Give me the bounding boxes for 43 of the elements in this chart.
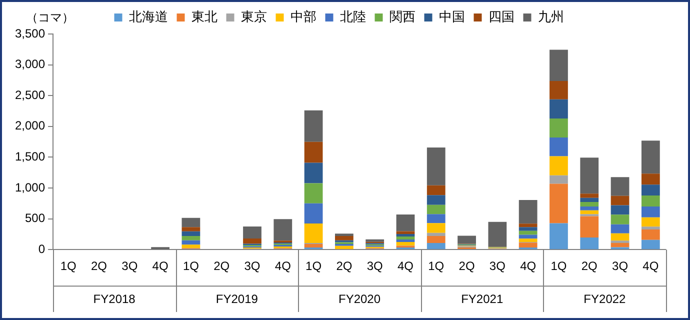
x-tick-label: 1Q (428, 259, 444, 274)
legend-label: 中国 (438, 9, 465, 24)
y-tick-label: 3,500 (15, 26, 46, 40)
y-tick-label: 2,500 (15, 88, 46, 102)
text: FY2022 (584, 292, 626, 306)
y-tick-label: 2,000 (15, 118, 46, 133)
legend-label: 四国 (488, 9, 514, 24)
y-tick-label: 3,000 (15, 57, 46, 72)
text: FY2018 (93, 292, 136, 306)
legend-label: 東京 (240, 9, 267, 24)
x-tick-label: 2Q (214, 259, 230, 274)
x-tick-label: 3Q (122, 259, 138, 274)
x-tick-label: 2Q (90, 259, 108, 274)
y-tick-label: 1,000 (15, 180, 46, 194)
y-axis-title: （コマ） (26, 10, 74, 24)
x-tick-label: 3Q (489, 259, 506, 274)
text: FY2019 (216, 292, 258, 306)
legend-label: 北海道 (128, 9, 168, 24)
legend-label: 中部 (290, 9, 316, 24)
legend-label: 北陸 (340, 9, 366, 24)
x-tick-label: 3Q (244, 259, 260, 274)
x-tick-label: 1Q (60, 259, 76, 274)
y-tick-label: 500 (25, 211, 46, 226)
text: FY2020 (338, 292, 381, 306)
x-tick-label: 4Q (397, 259, 414, 274)
x-tick-label: 4Q (274, 259, 291, 274)
y-tick-label: 0 (38, 242, 46, 256)
legend-label: 東北 (191, 9, 218, 24)
x-tick-label: 4Q (152, 259, 168, 274)
x-tick-label: 3Q (366, 259, 383, 274)
x-tick-label: 1Q (306, 259, 322, 274)
x-tick-label: 3Q (612, 259, 628, 274)
x-tick-label: 4Q (642, 259, 659, 274)
x-tick-label: 2Q (581, 259, 598, 274)
legend-label: 関西 (389, 9, 416, 24)
text: FY2021 (461, 292, 504, 306)
x-tick-label: 1Q (182, 259, 199, 274)
y-tick-label: 1,500 (15, 150, 46, 164)
x-tick-label: 2Q (458, 259, 475, 274)
legend-label: 九州 (538, 9, 564, 24)
x-tick-label: 4Q (520, 259, 536, 274)
x-tick-label: 2Q (336, 259, 352, 274)
x-tick-label: 1Q (550, 259, 567, 274)
